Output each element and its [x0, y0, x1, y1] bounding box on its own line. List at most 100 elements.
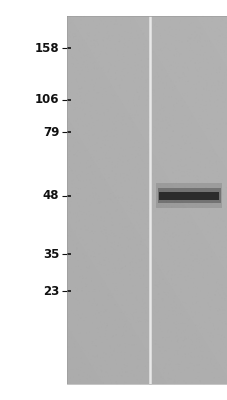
Point — [165, 334, 169, 340]
Point — [138, 276, 142, 282]
Point — [96, 193, 100, 199]
Point — [215, 308, 219, 314]
Point — [99, 199, 102, 206]
Point — [81, 274, 85, 281]
Point — [208, 293, 212, 299]
Point — [147, 38, 150, 45]
Point — [85, 314, 88, 320]
Point — [147, 14, 151, 20]
Point — [110, 144, 114, 150]
Point — [213, 306, 217, 312]
Point — [190, 71, 193, 78]
Point — [195, 229, 198, 235]
Point — [75, 32, 79, 38]
Point — [71, 354, 74, 361]
Point — [147, 309, 151, 315]
Point — [147, 334, 151, 340]
Point — [107, 175, 110, 181]
Point — [83, 322, 87, 328]
Point — [182, 60, 186, 66]
Point — [100, 320, 103, 326]
Point — [210, 192, 214, 199]
Point — [170, 170, 174, 176]
Point — [142, 183, 146, 190]
Point — [75, 58, 79, 64]
Point — [96, 90, 100, 96]
Point — [188, 258, 191, 265]
Point — [154, 40, 158, 46]
Point — [191, 38, 195, 44]
Point — [102, 309, 105, 315]
Point — [145, 253, 148, 259]
Point — [121, 324, 125, 330]
Point — [82, 14, 85, 20]
Point — [68, 204, 72, 210]
Point — [216, 324, 219, 331]
Point — [189, 150, 193, 157]
Point — [210, 238, 214, 244]
Point — [206, 315, 210, 321]
Point — [105, 292, 109, 298]
Point — [145, 184, 148, 190]
Point — [168, 196, 171, 202]
Point — [92, 192, 95, 198]
Point — [154, 324, 158, 330]
Point — [72, 208, 76, 214]
Point — [132, 51, 136, 58]
Point — [144, 102, 147, 108]
Point — [142, 186, 146, 192]
Point — [114, 303, 118, 310]
Point — [77, 203, 80, 209]
Point — [132, 323, 136, 330]
Point — [114, 16, 117, 22]
Point — [159, 103, 163, 109]
Point — [109, 206, 112, 212]
Point — [165, 79, 169, 85]
Point — [220, 338, 223, 345]
Point — [146, 306, 150, 312]
Point — [211, 97, 215, 103]
Point — [182, 65, 185, 72]
Point — [189, 31, 193, 38]
Point — [93, 344, 97, 351]
Point — [136, 192, 140, 198]
Point — [175, 263, 178, 269]
Point — [177, 174, 181, 180]
Point — [141, 143, 145, 150]
Point — [111, 191, 115, 197]
Point — [105, 114, 109, 120]
Point — [156, 329, 160, 336]
Point — [116, 82, 119, 89]
Point — [94, 191, 98, 197]
Point — [68, 205, 71, 212]
Point — [119, 366, 123, 372]
Point — [217, 229, 220, 235]
Point — [179, 51, 183, 58]
Point — [225, 40, 227, 46]
Point — [105, 139, 109, 145]
Point — [178, 288, 182, 294]
Point — [70, 202, 73, 209]
Point — [168, 355, 171, 362]
Point — [140, 206, 143, 212]
Point — [163, 264, 167, 270]
Point — [81, 251, 84, 257]
Point — [218, 367, 222, 374]
Point — [84, 291, 88, 297]
Point — [225, 49, 227, 55]
Point — [197, 38, 201, 44]
Point — [143, 319, 147, 325]
Point — [135, 196, 138, 202]
Point — [87, 32, 91, 39]
Point — [72, 52, 76, 58]
Point — [111, 280, 115, 286]
Point — [188, 110, 192, 116]
Point — [120, 318, 123, 324]
Point — [101, 231, 105, 237]
Point — [68, 380, 72, 386]
Point — [106, 36, 110, 42]
Point — [113, 323, 117, 330]
Point — [197, 321, 201, 327]
Point — [121, 72, 124, 78]
Point — [202, 275, 206, 281]
